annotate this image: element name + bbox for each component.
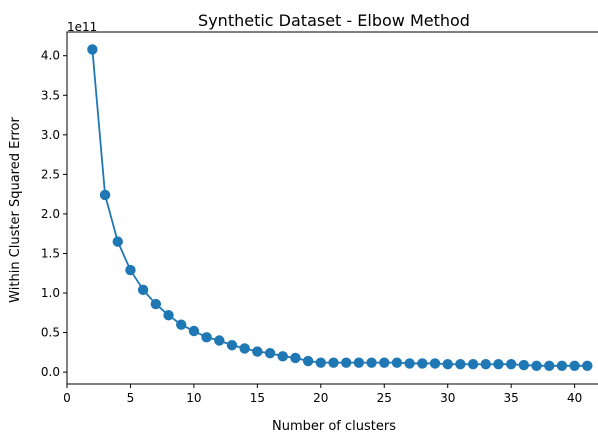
x-tick-label: 15 [250,391,265,405]
x-tick-label: 10 [186,391,201,405]
plot-frame [66,31,598,385]
data-point [302,355,314,367]
data-point [252,346,263,357]
data-point [544,360,555,372]
data-point [87,44,98,55]
x-tick-label: 35 [504,391,519,405]
data-point [455,359,466,370]
y-tick-label: 0.0 [41,365,60,379]
chart-title: Synthetic Dataset - Elbow Method [198,11,470,30]
x-tick-label: 30 [440,391,455,405]
data-point [125,264,136,276]
y-tick-label: 0.5 [41,326,60,340]
data-point [429,358,441,369]
data-point [417,358,428,369]
y-tick-label: 1.5 [41,246,60,260]
data-point [531,360,542,372]
data-point [353,357,365,368]
x-axis-label: Number of clusters [272,419,396,434]
data-point [290,352,301,364]
data-point [264,347,276,359]
data-point [328,357,339,368]
y-tick-label: 4.0 [41,49,60,63]
data-point [150,298,162,310]
data-point [239,343,250,354]
data-point [404,358,415,369]
data-point [137,284,149,296]
x-tick-label: 0 [63,391,71,405]
y-axis-label: Within Cluster Squared Error [8,117,23,303]
data-point [99,189,111,201]
data-point [315,357,327,368]
y-tick-label: 2.0 [41,207,60,221]
data-point [505,359,517,370]
data-point [214,335,225,346]
data-point [493,359,504,370]
data-point [277,351,288,362]
data-point [467,359,479,370]
y-tick-label: 2.5 [41,167,60,181]
data-point [112,236,123,247]
data-point [366,357,377,368]
series-line [91,49,588,367]
x-tick-label: 25 [377,391,392,405]
data-point [226,340,238,351]
y-tick-label: 1.0 [41,286,60,300]
y-ticks: 0.0 0.5 1.0 1.5 2.0 2.5 3.0 3.5 4.0 [41,49,67,379]
data-point [391,357,403,368]
y-tick-label: 3.0 [41,128,60,142]
data-point [556,360,568,372]
data-point [518,359,530,371]
data-point [480,359,491,370]
x-ticks: 0 5 10 15 20 25 30 35 40 [63,384,582,405]
data-point [176,319,187,330]
data-point [340,357,352,368]
data-point [163,309,174,321]
data-point [582,360,593,372]
x-tick-label: 20 [313,391,328,405]
data-point [188,325,200,337]
y-tick-label: 3.5 [41,88,60,102]
x-tick-label: 40 [567,391,582,405]
y-offset-label: 1e11 [67,20,97,34]
data-point [569,360,580,372]
x-tick-label: 5 [127,391,135,405]
data-point [442,359,453,370]
data-point [201,332,212,343]
data-point [379,357,390,368]
series-layer [87,44,593,372]
